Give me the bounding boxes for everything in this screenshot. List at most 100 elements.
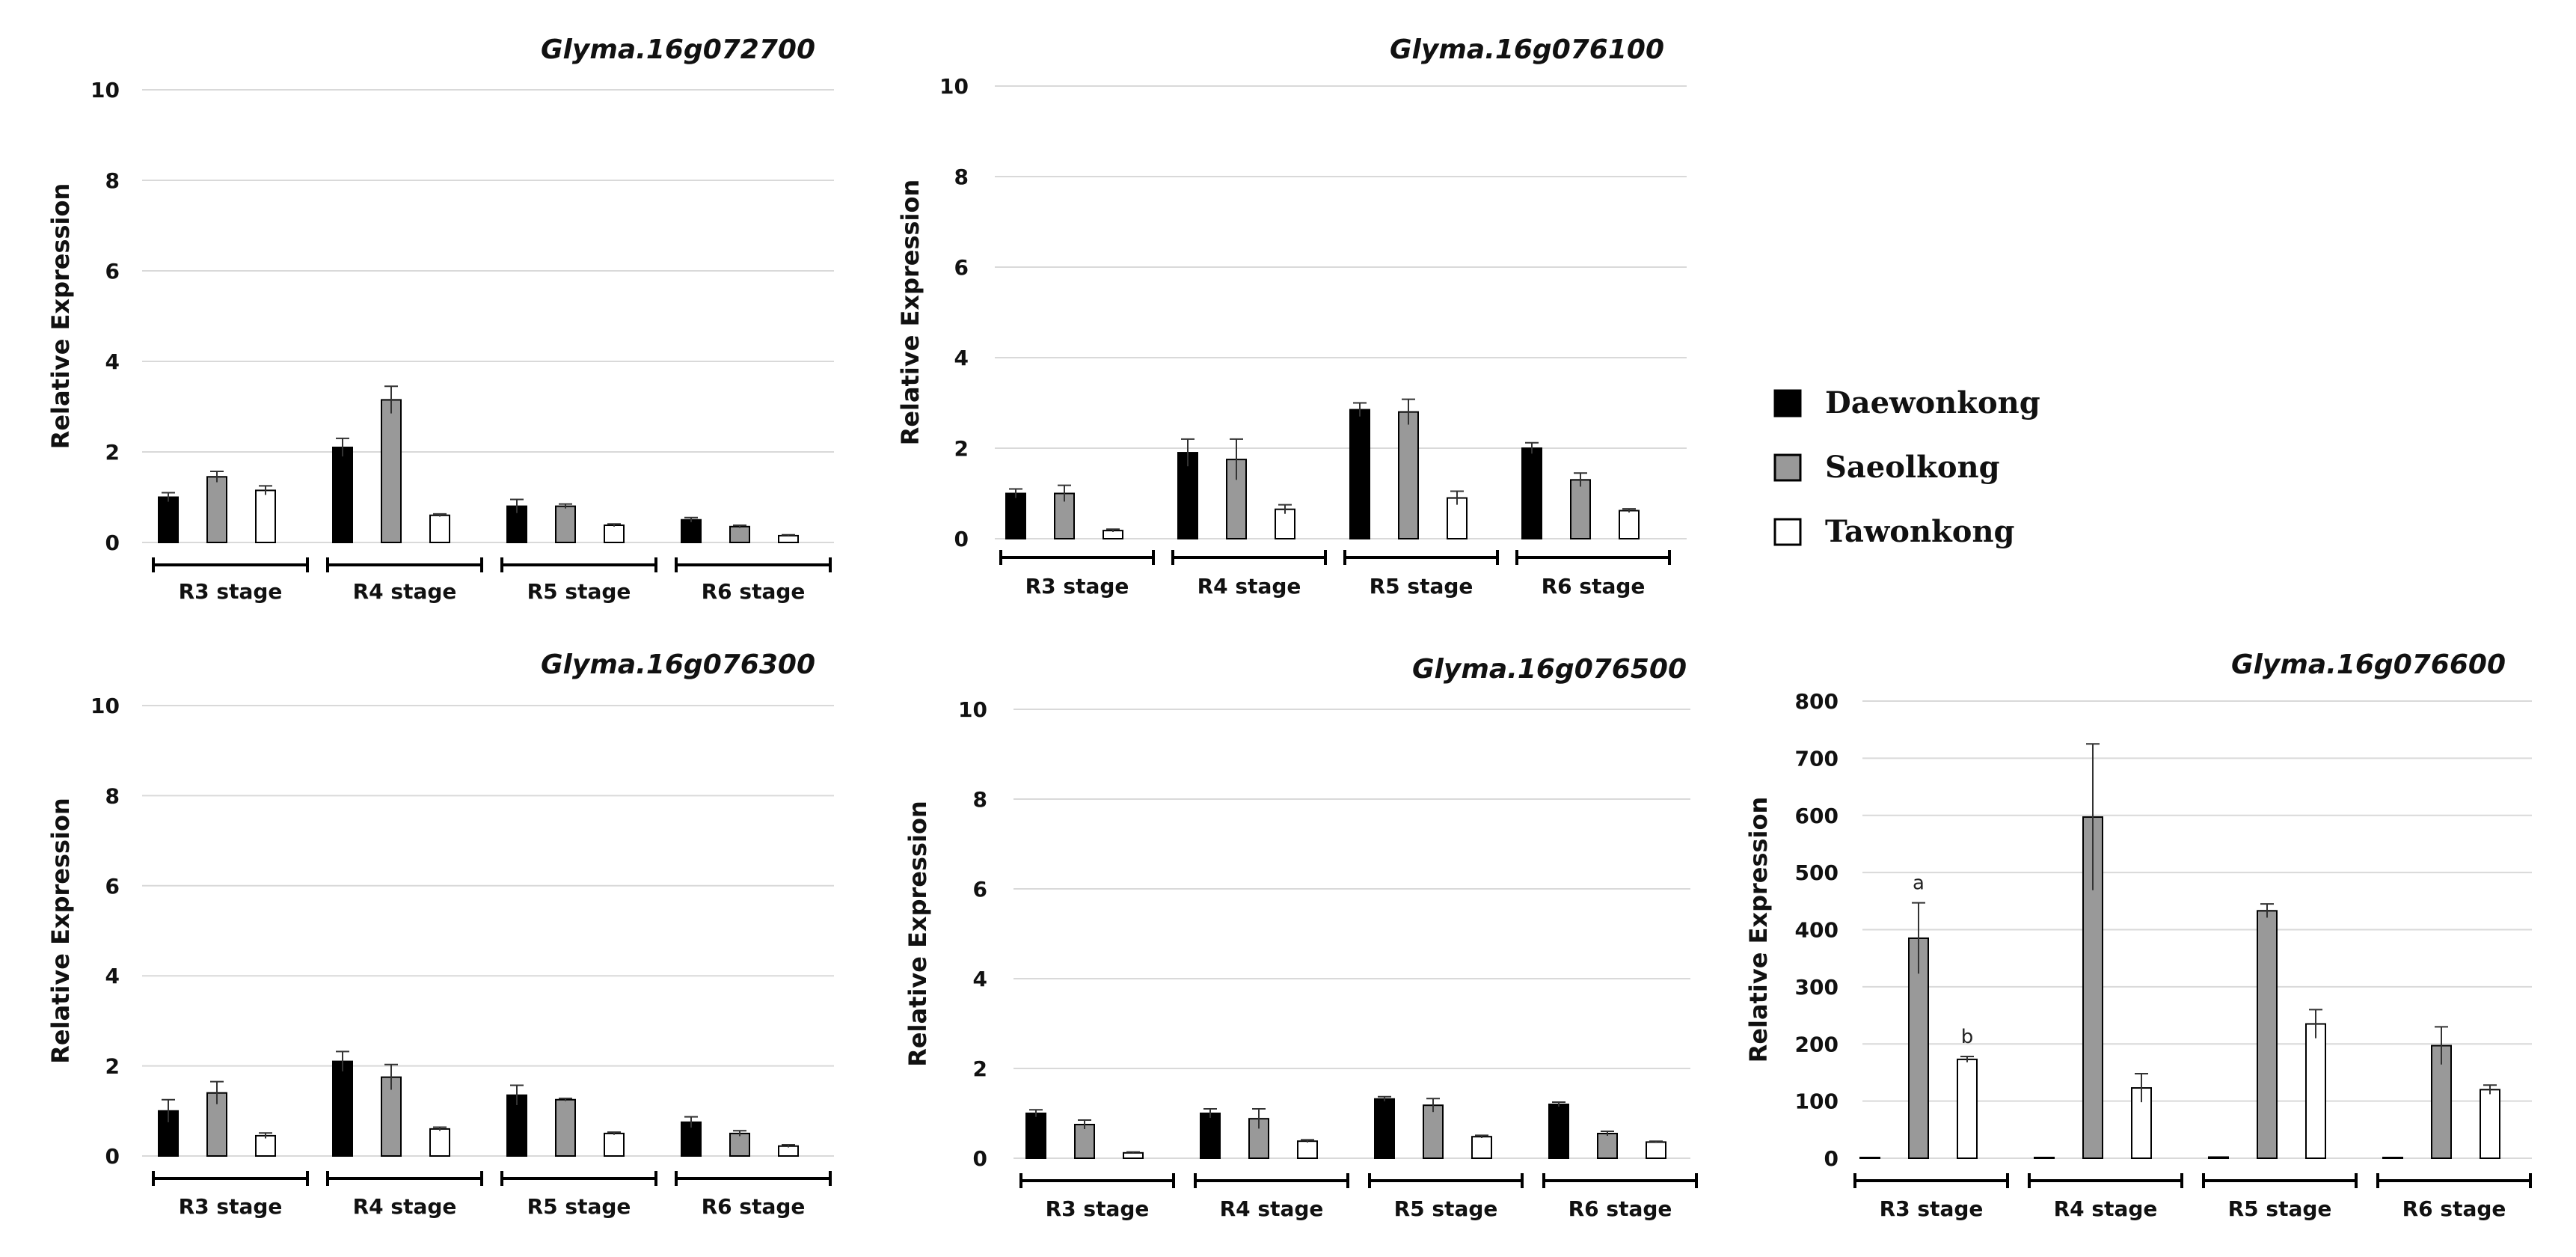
chart-panel-glyma-16g076100: Glyma.16g076100 0 2 4 6 8 10 Relative Expressio… (896, 34, 1687, 599)
y-tick-label: 4 (105, 964, 120, 988)
y-tick-label: 6 (105, 874, 120, 899)
y-tick-label: 500 (1795, 860, 1839, 885)
chart-panel-glyma-16g072700: Glyma.16g072700 0 2 4 6 8 10 Relative Expressio… (46, 34, 834, 604)
bar-daewonkong-r5-stage (2208, 1156, 2229, 1160)
bar-daewonkong-r6-stage (681, 519, 702, 543)
significance-letter: a (1913, 872, 1925, 895)
bar-saeolkong-r4-stage (381, 399, 402, 543)
bar-daewonkong-r4-stage (332, 446, 353, 544)
y-tick-label: 10 (91, 694, 120, 718)
y-tick-label: 2 (954, 436, 969, 461)
significance-letter: b (1961, 1026, 1974, 1048)
bar-saeolkong-r6-stage (1597, 1133, 1618, 1159)
bar-daewonkong-r4-stage (332, 1060, 353, 1157)
y-tick-label: 0 (105, 1144, 120, 1169)
bar-tawonkong-r5-stage (2305, 1023, 2326, 1160)
bar-tawonkong-r4-stage (429, 514, 450, 544)
y-tick-label: 4 (954, 346, 969, 370)
bar-daewonkong-r4-stage (1200, 1113, 1221, 1159)
y-tick-label: 6 (973, 877, 987, 902)
bar-tawonkong-r6-stage (2480, 1089, 2500, 1159)
y-tick-label: 400 (1795, 918, 1839, 943)
x-category-label: R4 stage (1197, 574, 1301, 599)
y-axis-label: Relative Expression (904, 801, 932, 1067)
legend-label-daewonkong: Daewonkong (1825, 385, 2040, 420)
x-category-label: R5 stage (1370, 574, 1473, 599)
bar-tawonkong-r5-stage (604, 524, 625, 544)
y-axis-label: Relative Expression (46, 798, 75, 1064)
bar-tawonkong-r6-stage (778, 1145, 799, 1157)
y-tick-label: 2 (105, 1054, 120, 1079)
chart-title: Glyma.16g076500 (1412, 654, 1687, 685)
y-tick-label: 300 (1795, 975, 1839, 1000)
bar-saeolkong-r5-stage (555, 1098, 576, 1157)
chart-title: Glyma.16g076300 (541, 649, 815, 680)
bar-tawonkong-r3-stage (255, 489, 276, 543)
y-tick-label: 600 (1795, 804, 1839, 828)
x-category-label: R6 stage (702, 1194, 806, 1219)
bar-daewonkong-r4-stage (2034, 1157, 2055, 1159)
chart-title: Glyma.16g076600 (2231, 649, 2506, 680)
legend-label-saeolkong: Saeolkong (1825, 450, 2000, 485)
x-category-label: R3 stage (1880, 1196, 1984, 1221)
bar-daewonkong-r6-stage (1548, 1104, 1569, 1159)
y-axis-label: Relative Expression (46, 183, 75, 450)
bar-saeolkong-r3-stage (1908, 937, 1929, 1160)
bar-saeolkong-r5-stage (2257, 910, 2278, 1159)
bar-saeolkong-r6-stage (729, 525, 750, 544)
y-tick-label: 800 (1795, 689, 1839, 714)
x-category-label: R6 stage (1542, 574, 1646, 599)
x-category-label: R4 stage (1220, 1196, 1324, 1221)
bar-saeolkong-r5-stage (1398, 411, 1419, 539)
chart-title: Glyma.16g076100 (1390, 34, 1664, 65)
y-tick-label: 0 (954, 527, 969, 551)
y-tick-label: 6 (105, 259, 120, 284)
x-category-label: R3 stage (179, 579, 283, 604)
y-tick-label: 2 (973, 1056, 987, 1081)
x-category-label: R6 stage (702, 579, 806, 604)
bar-saeolkong-r3-stage (1074, 1124, 1095, 1159)
chart-panels: Glyma.16g072700 0 2 4 6 8 10 Relative Expressio… (46, 34, 2532, 1221)
x-category-label: R4 stage (353, 579, 457, 604)
bar-daewonkong-r6-stage (1521, 447, 1542, 539)
y-axis-label: Relative Expression (896, 180, 924, 446)
y-tick-label: 200 (1795, 1032, 1839, 1056)
bar-daewonkong-r3-stage (1005, 492, 1026, 539)
y-tick-label: 0 (1824, 1146, 1839, 1171)
y-tick-label: 8 (954, 165, 969, 189)
x-category-label: R3 stage (1046, 1196, 1150, 1221)
y-tick-label: 0 (973, 1146, 987, 1171)
y-axis-label: Relative Expression (1744, 797, 1773, 1063)
legend-label-tawonkong: Tawonkong (1825, 514, 2015, 549)
bar-daewonkong-r3-stage (1859, 1157, 1880, 1159)
x-category-label: R6 stage (2402, 1196, 2506, 1221)
bar-tawonkong-r6-stage (778, 534, 799, 543)
bar-tawonkong-r6-stage (1619, 510, 1640, 539)
y-tick-label: 6 (954, 255, 969, 280)
legend-swatch-saeolkong (1773, 453, 1802, 482)
legend-swatch-tawonkong (1773, 518, 1802, 546)
x-category-label: R5 stage (2228, 1196, 2332, 1221)
y-tick-label: 8 (105, 783, 120, 808)
x-category-label: R3 stage (1025, 574, 1129, 599)
x-category-label: R6 stage (1568, 1196, 1672, 1221)
y-tick-label: 100 (1795, 1089, 1839, 1114)
bar-saeolkong-r3-stage (206, 476, 227, 544)
x-category-label: R4 stage (2054, 1196, 2158, 1221)
y-tick-label: 10 (91, 78, 120, 103)
bar-tawonkong-r3-stage (1957, 1058, 1978, 1159)
chart-panel-glyma-16g076500: Glyma.16g076500 0 2 4 6 8 10 Relative Expressio… (904, 654, 1698, 1221)
y-tick-label: 10 (939, 74, 969, 99)
chart-title: Glyma.16g072700 (541, 34, 815, 65)
bar-daewonkong-r3-stage (1025, 1113, 1046, 1159)
y-tick-label: 2 (105, 440, 120, 465)
bar-tawonkong-r5-stage (1471, 1136, 1492, 1159)
y-tick-label: 8 (105, 168, 120, 193)
bar-daewonkong-r6-stage (681, 1121, 702, 1157)
chart-panel-glyma-16g076300: Glyma.16g076300 0 2 4 6 8 10 Relative Expressio… (46, 649, 834, 1219)
x-category-label: R4 stage (353, 1194, 457, 1219)
bar-saeolkong-r6-stage (1570, 479, 1591, 539)
y-tick-label: 4 (973, 967, 987, 991)
bar-tawonkong-r4-stage (429, 1128, 450, 1157)
